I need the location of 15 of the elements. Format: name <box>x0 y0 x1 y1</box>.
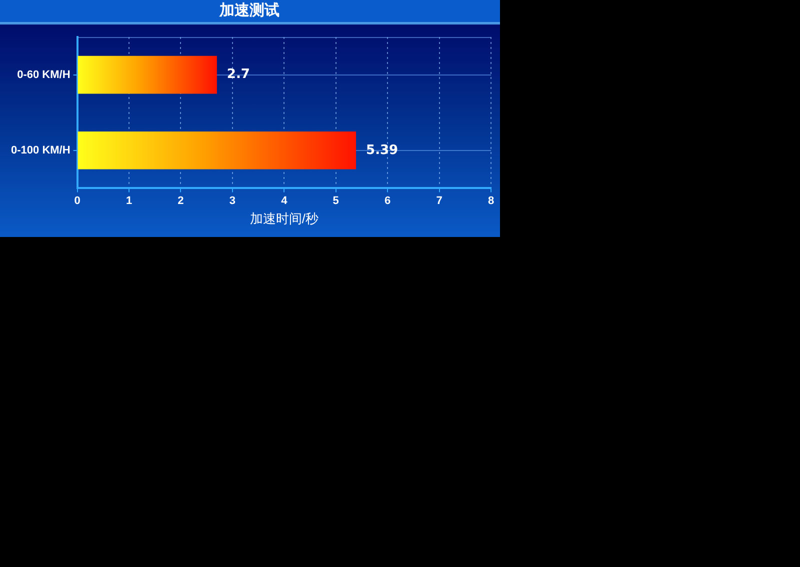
x-tick-label: 7 <box>436 194 442 207</box>
data-label: 2.7 <box>226 67 250 82</box>
y-tick-label: 0-100 KM/H <box>11 144 70 156</box>
data-label: 5.39 <box>366 142 398 158</box>
x-tick-label: 2 <box>178 194 184 207</box>
x-tick-label: 4 <box>281 194 288 207</box>
x-tick-label: 1 <box>126 194 132 207</box>
x-tick-label: 3 <box>229 194 236 207</box>
x-tick-label: 0 <box>74 194 80 207</box>
y-tick-label: 0-60 KM/H <box>17 68 70 81</box>
x-tick-label: 6 <box>384 194 391 207</box>
x-axis-title: 加速时间/秒 <box>250 210 318 226</box>
x-tick-label: 8 <box>488 194 494 207</box>
x-tick-label: 5 <box>332 194 339 207</box>
chart-title: 加速测试 <box>218 2 280 20</box>
